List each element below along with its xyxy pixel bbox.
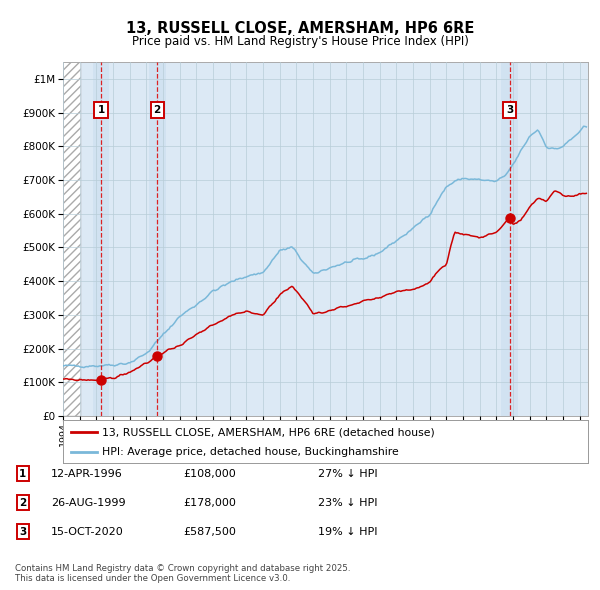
Text: 23% ↓ HPI: 23% ↓ HPI	[318, 498, 377, 507]
Text: 13, RUSSELL CLOSE, AMERSHAM, HP6 6RE (detached house): 13, RUSSELL CLOSE, AMERSHAM, HP6 6RE (de…	[103, 427, 435, 437]
Text: £178,000: £178,000	[183, 498, 236, 507]
Text: 2: 2	[154, 105, 161, 114]
Text: HPI: Average price, detached house, Buckinghamshire: HPI: Average price, detached house, Buck…	[103, 447, 399, 457]
Text: 13, RUSSELL CLOSE, AMERSHAM, HP6 6RE: 13, RUSSELL CLOSE, AMERSHAM, HP6 6RE	[126, 21, 474, 35]
Text: 15-OCT-2020: 15-OCT-2020	[51, 527, 124, 536]
Bar	[92, 62, 109, 416]
Text: 3: 3	[506, 105, 513, 114]
Text: £587,500: £587,500	[183, 527, 236, 536]
Text: 1: 1	[97, 105, 104, 114]
Text: 3: 3	[19, 527, 26, 536]
Text: 2: 2	[19, 498, 26, 507]
Bar	[501, 62, 518, 416]
Bar	[149, 62, 166, 416]
Text: Contains HM Land Registry data © Crown copyright and database right 2025.
This d: Contains HM Land Registry data © Crown c…	[15, 563, 350, 583]
Text: £108,000: £108,000	[183, 469, 236, 478]
Bar	[63, 62, 81, 416]
Text: 19% ↓ HPI: 19% ↓ HPI	[318, 527, 377, 536]
Text: 12-APR-1996: 12-APR-1996	[51, 469, 123, 478]
Text: 1: 1	[19, 469, 26, 478]
Text: 26-AUG-1999: 26-AUG-1999	[51, 498, 125, 507]
Text: 27% ↓ HPI: 27% ↓ HPI	[318, 469, 377, 478]
Text: Price paid vs. HM Land Registry's House Price Index (HPI): Price paid vs. HM Land Registry's House …	[131, 35, 469, 48]
